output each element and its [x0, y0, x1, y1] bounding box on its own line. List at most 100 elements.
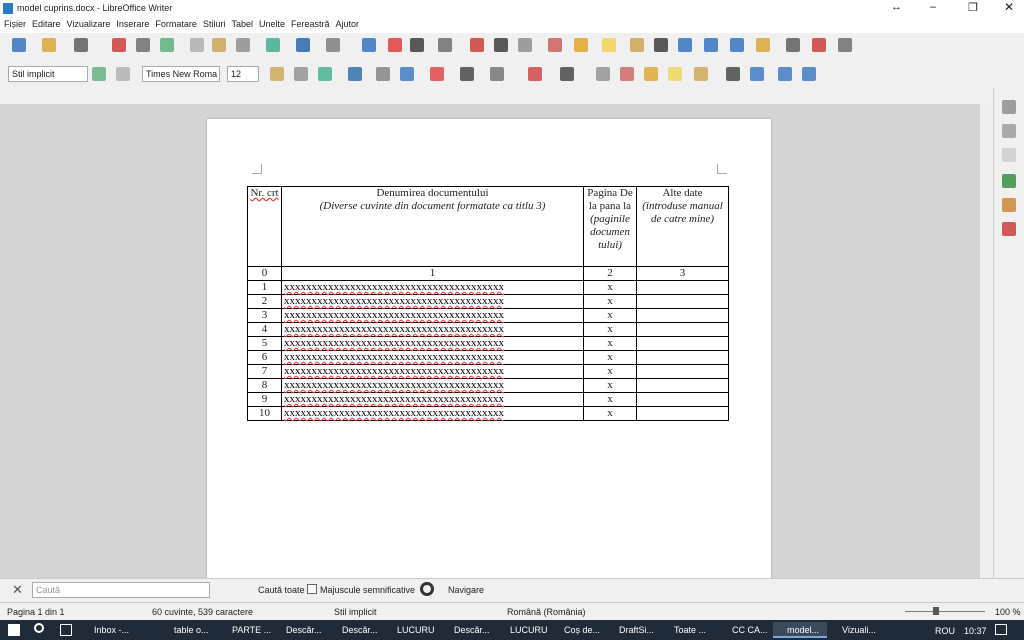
toolbar-button[interactable] — [786, 38, 800, 52]
maximize[interactable]: ❐ — [968, 2, 978, 14]
sidebar-button[interactable] — [1002, 100, 1016, 114]
close[interactable]: ✕ — [1004, 0, 1015, 14]
toolbar-button[interactable] — [212, 38, 226, 52]
toolbar-button[interactable] — [116, 67, 130, 81]
toolbar-button[interactable] — [296, 38, 310, 52]
toolbar-button[interactable] — [750, 67, 764, 81]
toolbar-button[interactable] — [494, 38, 508, 52]
zoom-thumb[interactable] — [933, 607, 939, 615]
taskbar-app[interactable]: model... — [773, 622, 827, 638]
find-all-button[interactable]: Caută toate — [258, 585, 305, 595]
toolbar-button[interactable] — [236, 38, 250, 52]
toolbar-button[interactable] — [348, 67, 362, 81]
toolbar-button[interactable] — [838, 38, 852, 52]
toolbar-button[interactable] — [560, 67, 574, 81]
restore-size[interactable]: ↔ — [891, 1, 902, 13]
toolbar-button[interactable] — [400, 67, 414, 81]
toolbar-button[interactable] — [388, 38, 402, 52]
taskbar-app[interactable]: Descăr... — [286, 625, 322, 635]
toolbar-button[interactable] — [438, 38, 452, 52]
taskbar-app[interactable]: DraftSi... — [619, 625, 655, 635]
toolbar-button[interactable] — [668, 67, 682, 81]
sidebar-button[interactable] — [1002, 124, 1016, 138]
toolbar-button[interactable] — [318, 67, 332, 81]
toolbar-button[interactable] — [460, 67, 474, 81]
close-find[interactable]: ✕ — [12, 582, 23, 597]
match-case-checkbox[interactable] — [307, 584, 317, 594]
toolbar-button[interactable] — [528, 67, 542, 81]
task-view[interactable] — [60, 624, 72, 636]
toolbar-button[interactable] — [362, 38, 376, 52]
toolbar-button[interactable] — [160, 38, 174, 52]
taskbar-app[interactable]: Toate ... — [674, 625, 707, 635]
toolbar-button[interactable] — [92, 67, 106, 81]
taskbar-app[interactable]: Inbox -... — [94, 625, 130, 635]
toolbar-button[interactable] — [430, 67, 444, 81]
menu-item[interactable]: Tabel — [231, 19, 253, 29]
toolbar-button[interactable] — [694, 67, 708, 81]
sidebar-button[interactable] — [1002, 174, 1016, 188]
sidebar-button[interactable] — [1002, 222, 1016, 236]
menu-item[interactable]: Fișier — [4, 19, 26, 29]
toolbar-button[interactable] — [42, 38, 56, 52]
toolbar-button[interactable] — [270, 67, 284, 81]
toolbar-button[interactable] — [802, 67, 816, 81]
taskbar-app[interactable]: Descăr... — [342, 625, 378, 635]
toolbar-button[interactable] — [470, 38, 484, 52]
paragraph-style-box[interactable]: Stil implicit — [8, 66, 88, 82]
find-replace-icon[interactable] — [420, 582, 434, 596]
menu-item[interactable]: Vizualizare — [66, 19, 111, 29]
toolbar-button[interactable] — [778, 67, 792, 81]
toolbar-button[interactable] — [654, 38, 668, 52]
taskbar-app[interactable]: PARTE ... — [232, 625, 272, 635]
toolbar-button[interactable] — [74, 38, 88, 52]
toolbar-button[interactable] — [410, 38, 424, 52]
input-language[interactable]: ROU — [935, 626, 955, 636]
toolbar-button[interactable] — [326, 38, 340, 52]
menu-item[interactable]: Unelte — [258, 19, 285, 29]
toolbar-button[interactable] — [266, 38, 280, 52]
vertical-scrollbar[interactable] — [980, 104, 992, 578]
taskbar-app[interactable]: Descăr... — [454, 625, 490, 635]
sidebar-button[interactable] — [1002, 198, 1016, 212]
menu-item[interactable]: Inserare — [116, 19, 150, 29]
toolbar-button[interactable] — [678, 38, 692, 52]
toolbar-button[interactable] — [756, 38, 770, 52]
menu-item[interactable]: Ajutor — [335, 19, 360, 29]
menu-item[interactable]: Formatare — [155, 19, 197, 29]
taskbar-app[interactable]: LUCURU — [510, 625, 548, 635]
font-size-box[interactable]: 12 — [227, 66, 259, 82]
toolbar-button[interactable] — [574, 38, 588, 52]
taskbar-app[interactable]: table o... — [174, 625, 209, 635]
taskbar-app[interactable]: LUCURU — [397, 625, 435, 635]
menu-item[interactable]: Stiluri — [202, 19, 226, 29]
taskbar-app[interactable]: Vizuali... — [842, 625, 876, 635]
toolbar-button[interactable] — [12, 38, 26, 52]
toolbar-button[interactable] — [812, 38, 826, 52]
toolbar-button[interactable] — [376, 67, 390, 81]
taskbar-app[interactable]: Coș de... — [564, 625, 601, 635]
menu-item[interactable]: Editare — [32, 19, 61, 29]
toolbar-button[interactable] — [518, 38, 532, 52]
toolbar-button[interactable] — [548, 38, 562, 52]
toolbar-button[interactable] — [136, 38, 150, 52]
toolbar-button[interactable] — [294, 67, 308, 81]
toolbar-button[interactable] — [596, 67, 610, 81]
search-button[interactable] — [34, 623, 44, 633]
font-name-box[interactable]: Times New Roma — [142, 66, 220, 82]
notifications[interactable] — [995, 624, 1007, 635]
toolbar-button[interactable] — [644, 67, 658, 81]
toolbar-button[interactable] — [190, 38, 204, 52]
toolbar-button[interactable] — [490, 67, 504, 81]
toolbar-button[interactable] — [602, 38, 616, 52]
toolbar-button[interactable] — [112, 38, 126, 52]
sidebar-button[interactable] — [1002, 148, 1016, 162]
toolbar-button[interactable] — [630, 38, 644, 52]
toolbar-button[interactable] — [620, 67, 634, 81]
start-button[interactable] — [8, 624, 20, 636]
toolbar-button[interactable] — [704, 38, 718, 52]
zoom-slider[interactable] — [905, 611, 985, 612]
clock[interactable]: 10:37 — [964, 626, 987, 636]
toolbar-button[interactable] — [726, 67, 740, 81]
search-box[interactable]: Caută — [32, 582, 210, 598]
